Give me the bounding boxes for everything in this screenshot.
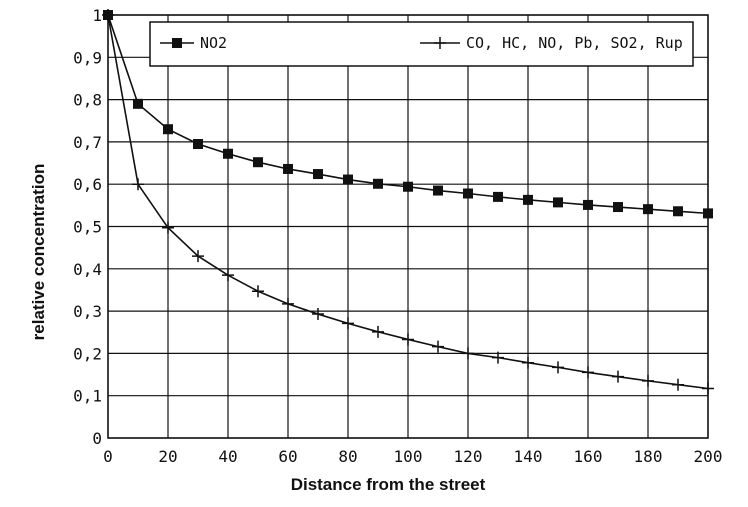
data-point-square [223,148,233,159]
legend-label-others: CO, HC, NO, Pb, SO2, Rup [466,34,683,52]
data-point-square [253,157,263,168]
y-axis-title: relative concentration [29,164,48,341]
x-tick-label: 80 [338,447,357,466]
data-point-plus [432,340,444,353]
data-point-plus [252,285,264,298]
data-point-plus [342,317,354,330]
legend-marker-square [172,38,182,48]
data-point-square [283,163,293,174]
y-tick-label: 0 [92,429,102,448]
data-point-plus [672,378,684,391]
x-axis-title: Distance from the street [291,475,486,494]
data-point-square [523,194,533,205]
y-tick-label: 0,7 [73,133,102,152]
data-point-plus [282,297,294,310]
x-tick-label: 180 [634,447,663,466]
y-tick-label: 0,5 [73,218,102,237]
data-point-plus [492,351,504,364]
data-point-plus [312,308,324,321]
data-point-plus [192,250,204,263]
legend-box [149,21,694,67]
data-point-plus [642,374,654,387]
data-point-square [433,185,443,196]
x-tick-label: 0 [103,447,113,466]
data-point-plus [612,370,624,383]
data-point-square [313,169,323,180]
data-point-square [463,188,473,199]
data-point-square [133,98,143,109]
legend-label-no2: NO2 [200,34,227,52]
y-tick-label: 1 [92,6,102,25]
data-point-plus [132,178,144,191]
x-tick-label: 200 [694,447,723,466]
data-point-square [493,191,503,202]
x-tick-label: 100 [394,447,423,466]
x-tick-label: 40 [218,447,237,466]
plot-frame [107,14,709,439]
tick-labels: 0 20 40 60 80 100 120 140 160 180 200 0 0,1 0,2 0,3 0,4… [73,6,722,466]
y-tick-label: 0,1 [73,387,102,406]
data-point-square [643,204,653,215]
x-tick-label: 140 [514,447,543,466]
x-tick-label: 60 [278,447,297,466]
data-point-plus [222,269,234,282]
data-point-square [673,206,683,217]
data-point-square [193,139,203,150]
data-point-square [343,174,353,185]
legend-marker-plus [434,37,446,49]
x-tick-label: 120 [454,447,483,466]
data-point-square [613,202,623,213]
y-tick-label: 0,3 [73,302,102,321]
data-point-square [703,208,713,219]
data-point-plus [102,9,114,21]
x-tick-label: 160 [574,447,603,466]
data-point-plus [522,356,534,369]
y-tick-label: 0,2 [73,344,102,363]
data-point-plus [552,361,564,374]
y-tick-label: 0,6 [73,175,102,194]
data-point-plus [702,382,714,395]
data-point-square [583,199,593,210]
data-point-plus [402,333,414,346]
data-point-square [373,178,383,189]
y-tick-label: 0,8 [73,91,102,110]
data-point-plus [582,366,594,379]
data-point-plus [372,325,384,338]
x-tick-label: 20 [158,447,177,466]
data-point-plus [462,347,474,360]
data-point-square [403,181,413,192]
data-point-square [163,124,173,135]
legend: NO2 CO, HC, NO, Pb, SO2, Rup [149,21,694,67]
y-tick-label: 0,9 [73,48,102,67]
series-lines [102,9,714,395]
y-tick-label: 0,4 [73,260,102,279]
data-point-plus [162,221,174,234]
data-point-square [553,197,563,208]
